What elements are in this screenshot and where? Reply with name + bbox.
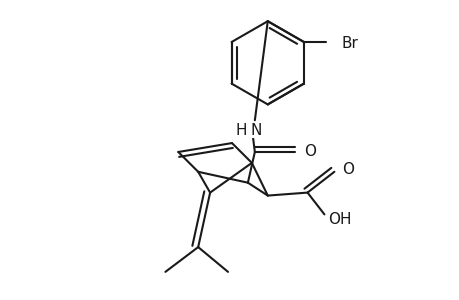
Text: N: N (250, 123, 262, 138)
Text: OH: OH (328, 212, 351, 227)
Text: Br: Br (341, 35, 358, 50)
Text: H: H (235, 123, 246, 138)
Text: O: O (341, 162, 353, 177)
Text: O: O (304, 145, 316, 160)
